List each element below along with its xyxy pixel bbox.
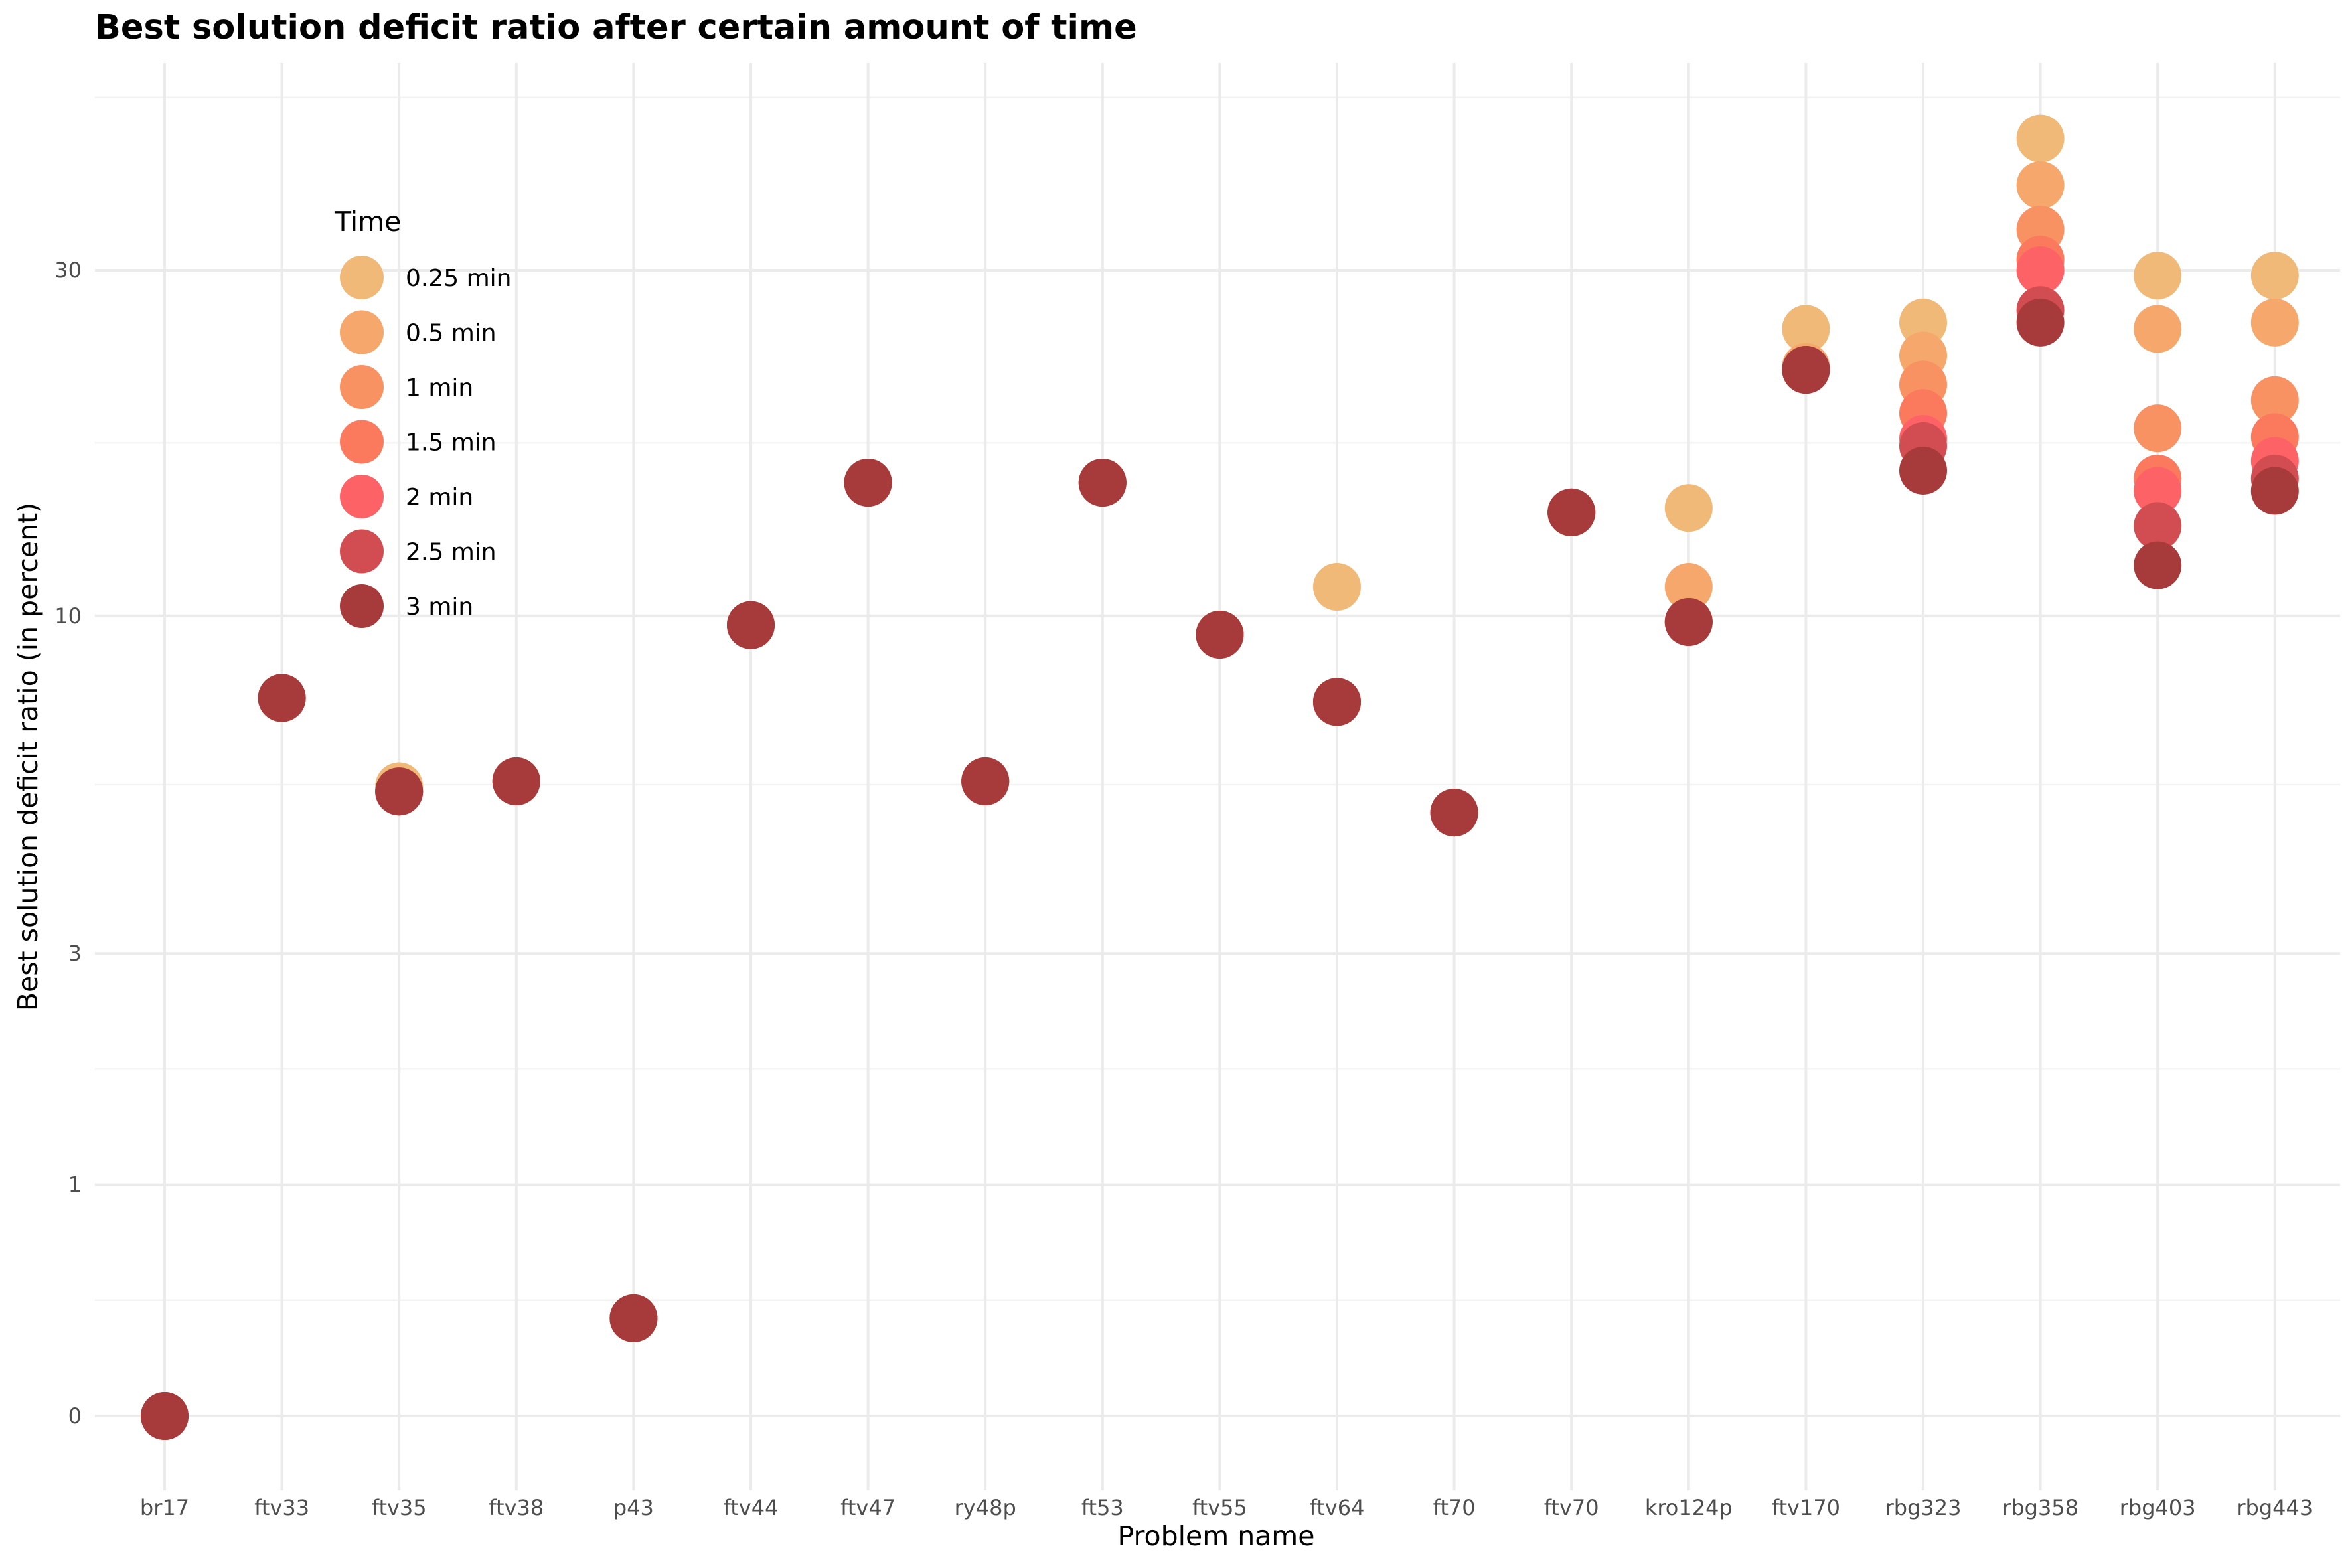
data-point	[727, 601, 775, 649]
x-axis-title: Problem name	[1118, 1520, 1315, 1552]
y-tick-label: 0	[68, 1403, 82, 1429]
y-tick-label: 10	[54, 603, 82, 629]
data-point	[2134, 541, 2182, 589]
data-point	[2134, 467, 2182, 515]
data-point	[2250, 467, 2299, 515]
data-point	[2134, 404, 2182, 453]
data-point	[1664, 563, 1713, 611]
y-tick-label: 30	[54, 258, 82, 283]
x-tick-label: ftv64	[1310, 1495, 1365, 1520]
legend-key	[340, 475, 384, 518]
legend-label: 2.5 min	[406, 539, 497, 566]
data-point	[2134, 252, 2182, 300]
x-tick-labels: br17 ftv33 ftv35 ftv38 p43 ftv44 ftv47 ry48p ft5…	[140, 1495, 2313, 1520]
chart-title: Best solution deficit ratio after certai…	[95, 8, 1137, 47]
legend-label: 2 min	[406, 484, 473, 511]
x-tick-label: ftv70	[1544, 1495, 1599, 1520]
data-point	[1782, 305, 1830, 353]
x-tick-label: kro124p	[1645, 1495, 1733, 1520]
data-point	[2016, 161, 2065, 209]
legend-label: 1.5 min	[406, 430, 497, 457]
legend-items: 0.25 min 0.5 min 1 min 1.5 min 2 min 2.5 min 3…	[340, 256, 512, 628]
x-tick-label: p43	[613, 1495, 654, 1520]
data-point	[1782, 346, 1830, 394]
data-point	[141, 1392, 189, 1440]
data-point	[2134, 502, 2182, 550]
data-point	[1899, 298, 1947, 347]
data-point	[961, 757, 1010, 805]
y-axis-title: Best solution deficit ratio (in percent)	[12, 503, 44, 1011]
legend-key	[340, 256, 384, 299]
legend-label: 0.5 min	[406, 320, 497, 347]
x-tick-label: ft53	[1081, 1495, 1124, 1520]
x-tick-label: rbg323	[1885, 1495, 1962, 1520]
legend: Time 0.25 min 0.5 min 1 min 1.5 min 2 min 2.5…	[334, 206, 512, 628]
y-tick-label: 1	[68, 1172, 82, 1198]
data-point	[1430, 789, 1478, 837]
legend-label: 1 min	[406, 374, 473, 402]
grid-layer	[95, 63, 2340, 1490]
data-point	[1196, 610, 1244, 659]
legend-key	[340, 529, 384, 574]
data-point	[609, 1294, 658, 1342]
data-point	[2250, 252, 2299, 300]
legend-key	[340, 365, 384, 409]
data-point	[1313, 678, 1361, 726]
legend-label: 0.25 min	[406, 265, 512, 292]
x-tick-label: ftv33	[254, 1495, 309, 1520]
data-point	[492, 757, 540, 805]
legend-title: Time	[334, 206, 401, 238]
x-tick-label: ftv55	[1192, 1495, 1247, 1520]
data-point	[1313, 563, 1361, 611]
x-tick-label: rbg358	[2002, 1495, 2078, 1520]
data-point	[2134, 305, 2182, 353]
x-tick-label: ftv38	[489, 1495, 544, 1520]
data-points	[141, 114, 2299, 1440]
x-tick-label: rbg403	[2120, 1495, 2196, 1520]
y-tick-label: 3	[68, 941, 82, 966]
data-point	[1664, 597, 1713, 646]
x-tick-label: rbg443	[2236, 1495, 2313, 1520]
x-tick-label: ft70	[1433, 1495, 1476, 1520]
x-tick-label: ftv35	[372, 1495, 427, 1520]
x-tick-label: ftv170	[1772, 1495, 1840, 1520]
x-tick-label: ry48p	[955, 1495, 1016, 1520]
data-point	[1899, 446, 1947, 495]
data-point	[2016, 298, 2065, 347]
legend-key	[340, 310, 384, 354]
data-point	[1078, 459, 1127, 507]
data-point	[2016, 114, 2065, 163]
data-point	[1547, 488, 1596, 536]
data-point	[1664, 484, 1713, 532]
data-point	[2250, 376, 2299, 424]
legend-label: 3 min	[406, 593, 473, 621]
x-tick-label: ftv47	[840, 1495, 896, 1520]
legend-key	[340, 420, 384, 464]
x-tick-label: ftv44	[724, 1495, 779, 1520]
data-point	[2016, 246, 2065, 294]
y-tick-labels: 0 1 3 10 30	[54, 258, 82, 1429]
data-point	[844, 459, 892, 507]
x-tick-label: br17	[140, 1495, 189, 1520]
data-point	[2250, 298, 2299, 347]
data-point	[258, 674, 306, 722]
data-point	[375, 767, 424, 816]
legend-key	[340, 584, 384, 628]
